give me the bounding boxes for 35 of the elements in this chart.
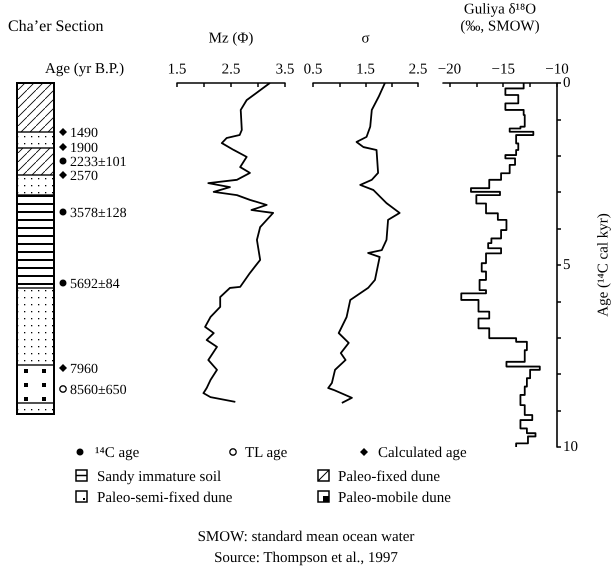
text: Cha’er Section <box>8 18 104 35</box>
x-axis-title: σ <box>361 30 370 46</box>
y-tick-label: 0 <box>563 75 570 91</box>
x-tick-label: 2.5 <box>222 62 240 78</box>
y-axis-title: Age (¹⁴C cal kyr) <box>596 213 612 317</box>
annotation: Calculated age <box>378 445 468 461</box>
text: Age (yr B.P.) <box>45 61 124 77</box>
text: 8560±650 <box>70 383 127 398</box>
x-axis-title: Guliya δ¹⁸O (‰, SMOW) <box>460 2 540 34</box>
text: 5692±84 <box>70 277 120 292</box>
y-tick-label: 5 <box>563 257 570 273</box>
x-tick-label: −10 <box>545 62 569 78</box>
x-axis-title: Mz (Φ) <box>208 30 254 46</box>
x-tick-label: 2.5 <box>408 62 428 78</box>
text: 1900 <box>70 141 98 156</box>
text: Paleo-fixed dune <box>338 469 440 485</box>
x-tick-label: −20 <box>438 62 462 78</box>
x-tick-label: 3.5 <box>276 62 294 78</box>
text: SMOW: standard mean ocean water <box>198 529 414 545</box>
x-tick-label: 1.5 <box>356 62 375 78</box>
x-tick-label: 1.5 <box>168 62 186 78</box>
text: ¹⁴C age <box>95 445 140 461</box>
x-tick-label: −15 <box>491 62 515 78</box>
text: 1490 <box>70 126 98 141</box>
x-tick-label: 0.5 <box>304 62 322 78</box>
text: 7960 <box>70 362 98 377</box>
text: 3578±128 <box>70 206 127 221</box>
annotation: TL age <box>245 445 288 461</box>
text: Sandy immature soil <box>97 469 222 485</box>
source-note: Source: Thompson et al., 1997 <box>214 550 398 566</box>
y-tick-label: 10 <box>563 439 578 455</box>
text: Paleo-mobile dune <box>338 490 452 506</box>
text: 2233±101 <box>70 155 127 170</box>
text: Paleo-semi-fixed dune <box>97 490 233 506</box>
text: 2570 <box>70 169 98 184</box>
